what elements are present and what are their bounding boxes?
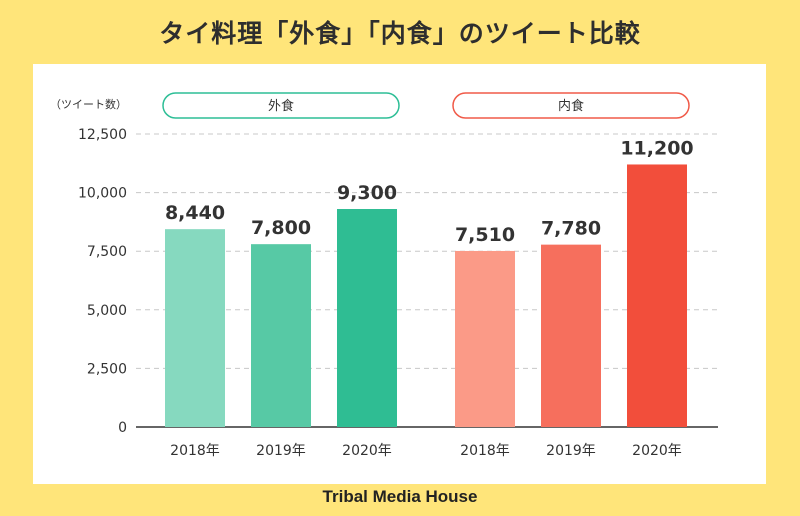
chart-title: タイ料理「外食」「内食」のツイート比較 [159, 19, 641, 48]
y-axis-label: （ツイート数） [50, 98, 127, 111]
x-tick-label: 2019年 [546, 443, 596, 459]
x-tick-label: 2020年 [632, 443, 682, 459]
bar-value-label: 7,800 [251, 217, 311, 239]
bar [251, 244, 311, 427]
y-tick-label: 7,500 [87, 244, 127, 260]
bar [455, 250, 515, 427]
bar [541, 244, 601, 427]
bar [627, 164, 687, 428]
bar-value-label: 11,200 [620, 137, 693, 159]
legend-pill-outside [162, 92, 400, 119]
y-tick-label: 10,000 [78, 186, 127, 202]
x-tick-label: 2018年 [460, 443, 510, 459]
y-tick-label: 5,000 [87, 303, 127, 319]
legend-label: 内食 [558, 98, 584, 114]
bar-value-label: 7,510 [455, 224, 515, 246]
bar [165, 229, 225, 427]
bar-value-label: 9,300 [337, 182, 397, 204]
bar [337, 209, 397, 427]
legend-pill-inside [452, 92, 690, 119]
y-tick-label: 2,500 [87, 361, 127, 377]
x-tick-label: 2020年 [342, 443, 392, 459]
y-tick-label: 12,500 [78, 127, 127, 143]
bar-value-label: 8,440 [165, 202, 225, 224]
brand-footer: Tribal Media House [322, 487, 478, 506]
bar-value-label: 7,780 [541, 218, 601, 240]
legend-label: 外食 [268, 98, 294, 114]
x-tick-label: 2018年 [170, 443, 220, 459]
x-tick-label: 2019年 [256, 443, 306, 459]
y-tick-label: 0 [118, 420, 127, 436]
